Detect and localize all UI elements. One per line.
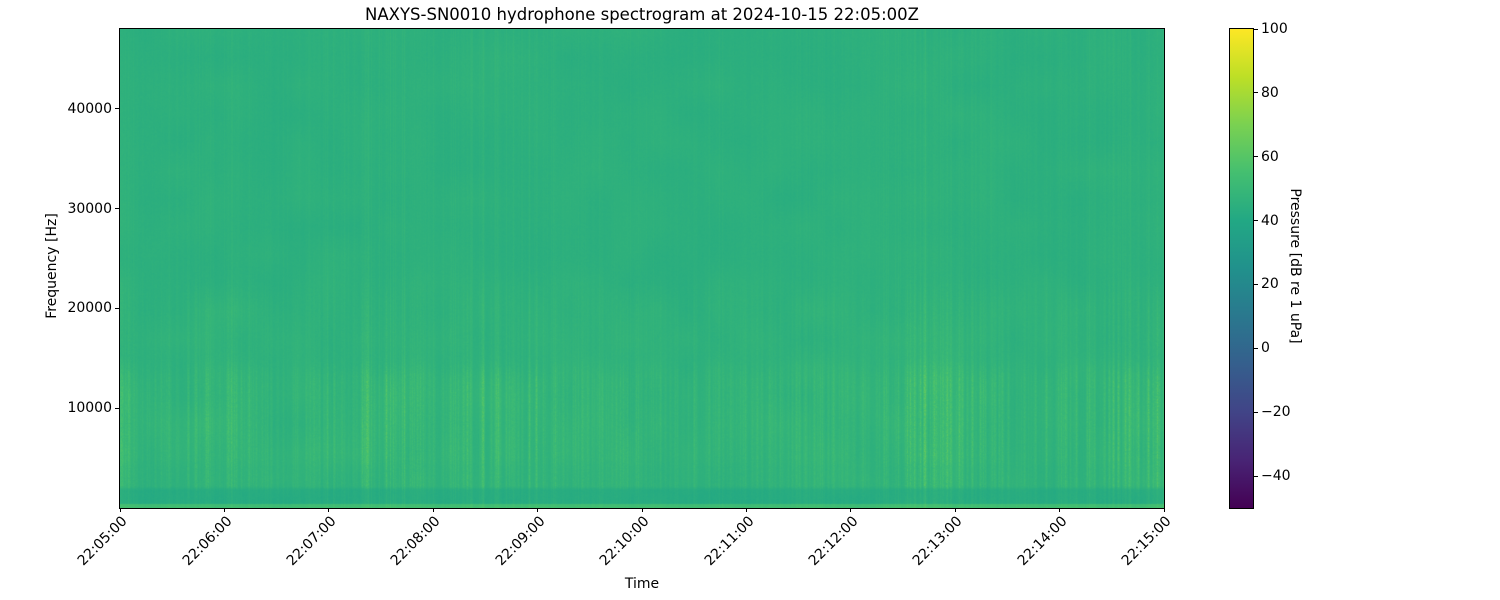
y-tick-mark bbox=[115, 208, 119, 210]
x-tick-label: 22:12:00 bbox=[805, 513, 862, 570]
y-axis-label: Frequency [Hz] bbox=[44, 213, 60, 319]
y-tick-mark bbox=[115, 307, 119, 309]
y-tick-label: 30000 bbox=[67, 200, 112, 217]
colorbar-tick-mark bbox=[1254, 475, 1258, 477]
spectrogram-canvas bbox=[120, 29, 1164, 508]
colorbar-tick-label: 100 bbox=[1261, 21, 1288, 37]
y-tick-label: 20000 bbox=[67, 300, 112, 317]
colorbar-tick-label: 80 bbox=[1261, 84, 1279, 101]
x-tick-mark bbox=[328, 508, 330, 512]
colorbar-label: Pressure [dB re 1 uPa] bbox=[1287, 188, 1303, 344]
colorbar-tick-label: 20 bbox=[1261, 276, 1279, 293]
colorbar-tick-label: 0 bbox=[1261, 340, 1270, 357]
x-tick-label: 22:09:00 bbox=[492, 513, 549, 570]
x-axis-label: Time bbox=[624, 576, 660, 592]
colorbar-tick-label: 60 bbox=[1261, 148, 1279, 165]
x-tick-mark bbox=[1059, 508, 1061, 512]
colorbar-tick-mark bbox=[1254, 92, 1258, 94]
plot-area bbox=[119, 28, 1165, 509]
x-tick-label: 22:05:00 bbox=[74, 513, 131, 570]
colorbar-tick-label: −20 bbox=[1261, 404, 1291, 421]
colorbar-tick-mark bbox=[1254, 220, 1258, 222]
x-tick-mark bbox=[954, 508, 956, 512]
x-tick-label: 22:13:00 bbox=[910, 513, 966, 570]
x-tick-label: 22:14:00 bbox=[1014, 513, 1071, 570]
x-tick-mark bbox=[641, 508, 643, 512]
x-tick-mark bbox=[745, 508, 747, 512]
colorbar bbox=[1229, 28, 1254, 509]
x-tick-label: 22:08:00 bbox=[388, 513, 444, 570]
x-tick-mark bbox=[432, 508, 434, 512]
x-tick-mark bbox=[537, 508, 539, 512]
x-tick-mark bbox=[223, 508, 225, 512]
x-tick-label: 22:15:00 bbox=[1118, 513, 1175, 570]
y-tick-mark bbox=[115, 407, 119, 409]
x-tick-label: 22:11:00 bbox=[701, 513, 757, 570]
colorbar-tick-mark bbox=[1254, 156, 1258, 158]
x-tick-mark bbox=[850, 508, 852, 512]
colorbar-gradient bbox=[1230, 29, 1253, 508]
y-tick-label: 10000 bbox=[67, 400, 112, 417]
colorbar-tick-mark bbox=[1254, 347, 1258, 349]
x-tick-label: 22:07:00 bbox=[283, 513, 340, 570]
colorbar-tick-label: 40 bbox=[1261, 212, 1279, 229]
colorbar-tick-mark bbox=[1254, 411, 1258, 413]
x-tick-mark bbox=[119, 508, 121, 512]
x-tick-mark bbox=[1163, 508, 1165, 512]
chart-title: NAXYS-SN0010 hydrophone spectrogram at 2… bbox=[365, 5, 919, 24]
x-tick-label: 22:06:00 bbox=[179, 513, 235, 570]
colorbar-tick-label: −40 bbox=[1261, 468, 1291, 485]
colorbar-tick-mark bbox=[1254, 28, 1258, 30]
colorbar-tick-mark bbox=[1254, 283, 1258, 285]
y-tick-mark bbox=[115, 108, 119, 110]
y-tick-label: 40000 bbox=[67, 100, 112, 117]
x-tick-label: 22:10:00 bbox=[596, 513, 653, 570]
